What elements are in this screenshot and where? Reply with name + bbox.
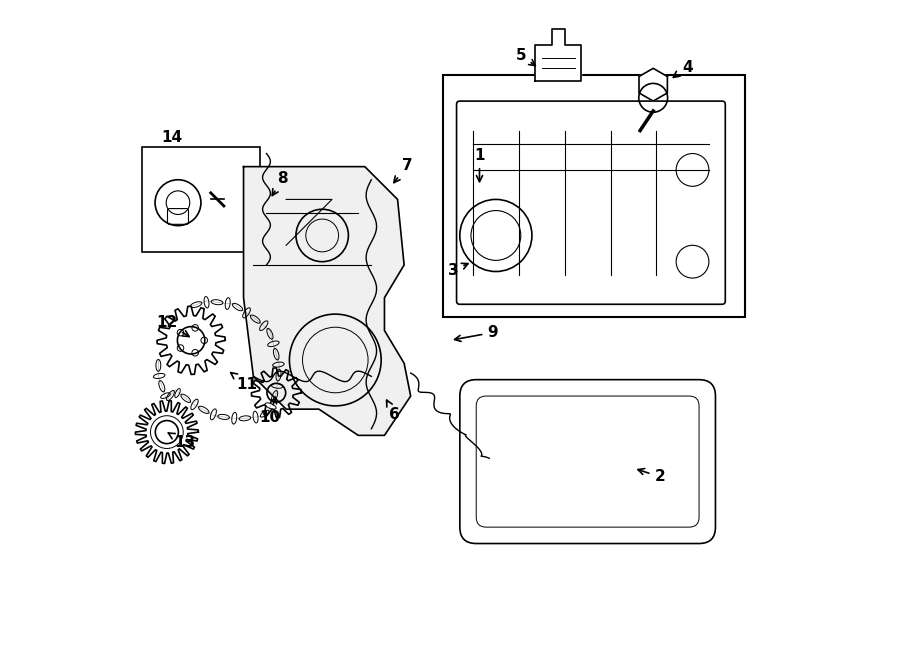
Text: 11: 11 <box>230 373 257 393</box>
Polygon shape <box>244 167 410 436</box>
Text: 12: 12 <box>157 315 189 336</box>
Text: 2: 2 <box>638 469 665 485</box>
Text: 8: 8 <box>272 171 288 196</box>
Text: 1: 1 <box>474 148 485 182</box>
Text: 7: 7 <box>394 158 413 182</box>
Text: 13: 13 <box>168 433 195 450</box>
Text: 4: 4 <box>673 59 693 77</box>
Text: 14: 14 <box>161 130 182 145</box>
Text: 5: 5 <box>516 48 536 65</box>
Bar <box>142 147 260 252</box>
Bar <box>444 75 745 317</box>
Text: 9: 9 <box>454 325 498 341</box>
Text: 6: 6 <box>387 400 400 422</box>
Polygon shape <box>639 68 668 101</box>
Text: 3: 3 <box>448 263 468 278</box>
Text: 10: 10 <box>259 397 280 425</box>
Polygon shape <box>536 29 581 81</box>
